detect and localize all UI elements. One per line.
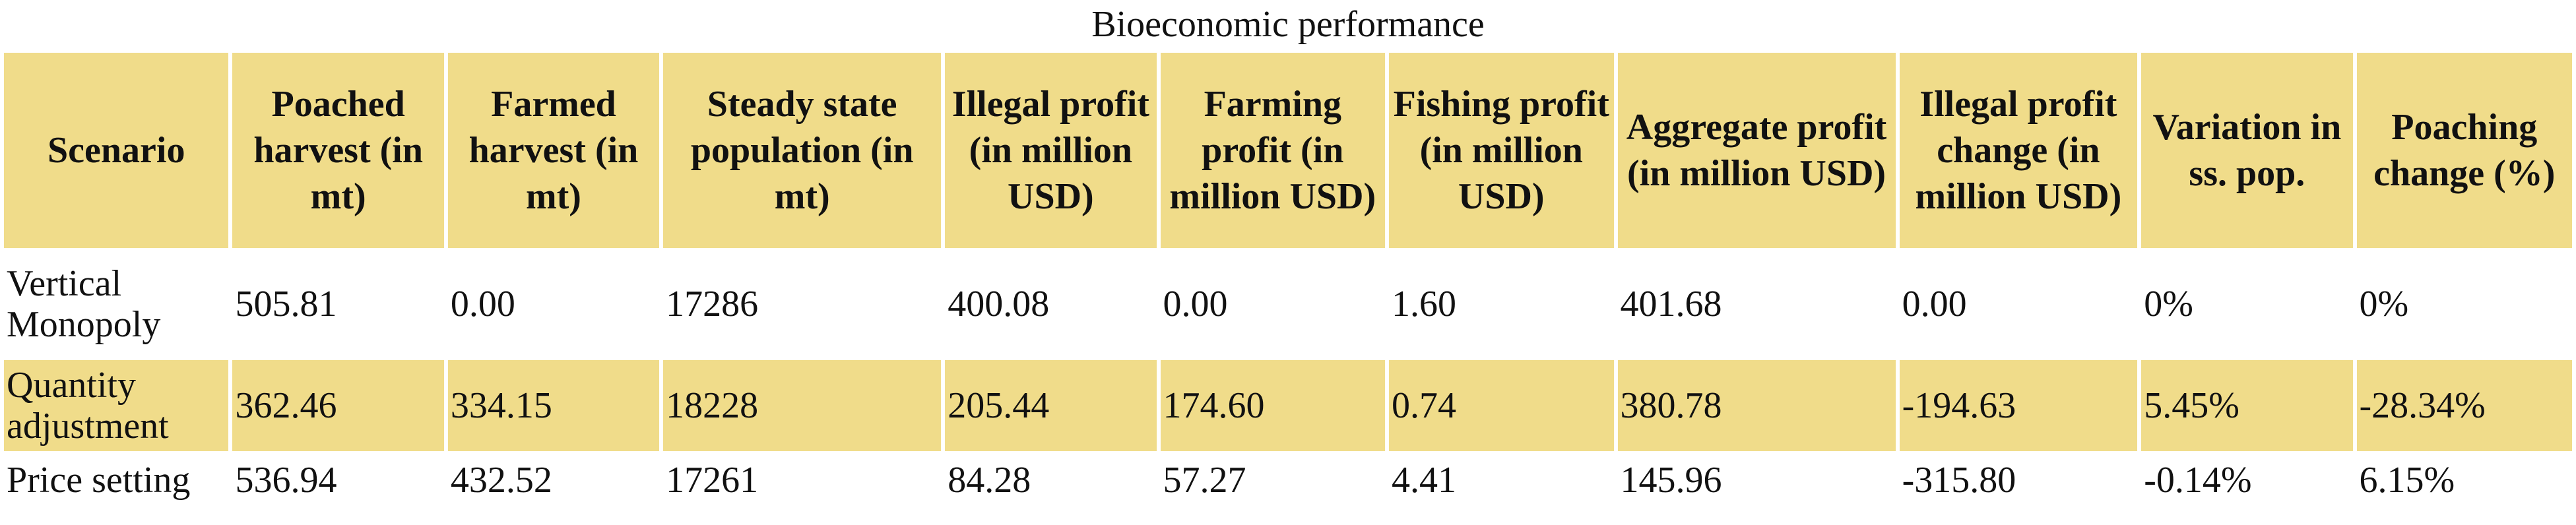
- cell-illegal-profit: 84.28: [945, 455, 1157, 505]
- cell-illegal-profit-change: -194.63: [1899, 360, 2138, 451]
- cell-fishing-profit: 1.60: [1389, 252, 1614, 356]
- column-header-steady-state-population: Steady state population (in mt): [663, 53, 942, 248]
- cell-scenario: Vertical Monopoly: [4, 252, 229, 356]
- cell-aggregate-profit: 380.78: [1617, 360, 1896, 451]
- cell-poaching-change: 0%: [2356, 252, 2572, 356]
- column-header-aggregate-profit: Aggregate profit (in million USD): [1617, 53, 1896, 248]
- cell-fishing-profit: 4.41: [1389, 455, 1614, 505]
- column-header-poaching-change: Poaching change (%): [2356, 53, 2572, 248]
- cell-variation-ss-pop: 5.45%: [2141, 360, 2353, 451]
- column-header-farmed-harvest: Farmed harvest (in mt): [447, 53, 660, 248]
- column-header-farming-profit: Farming profit (in million USD): [1160, 53, 1386, 248]
- cell-farmed-harvest: 0.00: [447, 252, 660, 356]
- column-header-scenario: Scenario: [4, 53, 229, 248]
- cell-farming-profit: 0.00: [1160, 252, 1386, 356]
- cell-poached-harvest: 536.94: [232, 455, 444, 505]
- table-row-price-setting: Price setting 536.94 432.52 17261 84.28 …: [4, 455, 2572, 505]
- header-row: Scenario Poached harvest (in mt) Farmed …: [4, 53, 2572, 248]
- cell-farmed-harvest: 334.15: [447, 360, 660, 451]
- cell-steady-state-population: 17286: [663, 252, 942, 356]
- cell-poached-harvest: 362.46: [232, 360, 444, 451]
- bioeconomic-performance-table: Scenario Poached harvest (in mt) Farmed …: [0, 49, 2576, 509]
- table-row-vertical-monopoly: Vertical Monopoly 505.81 0.00 17286 400.…: [4, 252, 2572, 356]
- table-row-quantity-adjustment: Quantity adjustment 362.46 334.15 18228 …: [4, 360, 2572, 451]
- cell-scenario: Quantity adjustment: [4, 360, 229, 451]
- cell-farming-profit: 174.60: [1160, 360, 1386, 451]
- cell-fishing-profit: 0.74: [1389, 360, 1614, 451]
- cell-variation-ss-pop: 0%: [2141, 252, 2353, 356]
- cell-illegal-profit-change: -315.80: [1899, 455, 2138, 505]
- cell-poaching-change: -28.34%: [2356, 360, 2572, 451]
- cell-aggregate-profit: 401.68: [1617, 252, 1896, 356]
- column-header-illegal-profit: Illegal profit (in million USD): [945, 53, 1157, 248]
- cell-variation-ss-pop: -0.14%: [2141, 455, 2353, 505]
- cell-illegal-profit: 205.44: [945, 360, 1157, 451]
- cell-illegal-profit-change: 0.00: [1899, 252, 2138, 356]
- column-header-variation-ss-pop: Variation in ss. pop.: [2141, 53, 2353, 248]
- cell-poaching-change: 6.15%: [2356, 455, 2572, 505]
- column-header-poached-harvest: Poached harvest (in mt): [232, 53, 444, 248]
- cell-farming-profit: 57.27: [1160, 455, 1386, 505]
- column-header-illegal-profit-change: Illegal profit change (in million USD): [1899, 53, 2138, 248]
- cell-scenario: Price setting: [4, 455, 229, 505]
- table-caption: Bioeconomic performance: [1091, 4, 1485, 45]
- column-header-fishing-profit: Fishing profit (in million USD): [1389, 53, 1614, 248]
- cell-illegal-profit: 400.08: [945, 252, 1157, 356]
- cell-farmed-harvest: 432.52: [447, 455, 660, 505]
- cell-poached-harvest: 505.81: [232, 252, 444, 356]
- cell-steady-state-population: 18228: [663, 360, 942, 451]
- cell-aggregate-profit: 145.96: [1617, 455, 1896, 505]
- cell-steady-state-population: 17261: [663, 455, 942, 505]
